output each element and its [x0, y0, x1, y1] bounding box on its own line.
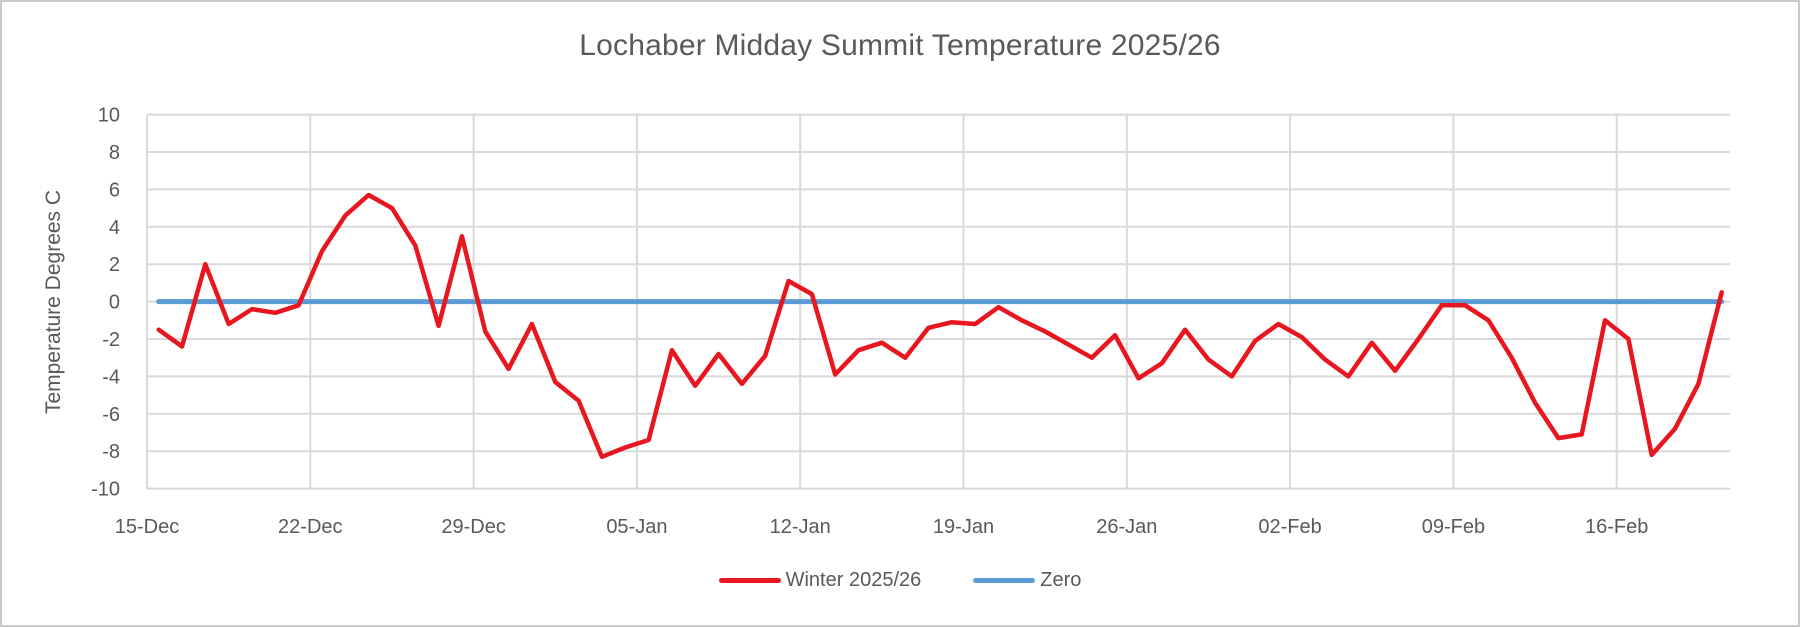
x-tick-label: 12-Jan: [770, 516, 831, 538]
y-tick-label: 0: [109, 292, 120, 314]
x-tick-label: 05-Jan: [606, 516, 667, 538]
y-tick-label: 8: [109, 142, 120, 164]
y-tick-label: -2: [102, 329, 120, 351]
x-tick-label: 26-Jan: [1096, 516, 1157, 538]
y-tick-label: 6: [109, 179, 120, 201]
legend-swatch-winter-line: [718, 578, 781, 583]
y-tick-label: -6: [102, 404, 120, 426]
x-tick-label: 29-Dec: [441, 516, 505, 538]
y-tick-label: 10: [98, 105, 120, 127]
y-tick-label: -8: [102, 441, 120, 463]
y-tick-label: -10: [91, 479, 120, 501]
x-tick-label: 02-Feb: [1258, 516, 1321, 538]
y-tick-label: 4: [109, 217, 120, 239]
legend-label-winter: Winter 2025/26: [785, 569, 922, 591]
chart-title: Lochaber Midday Summit Temperature 2025/…: [579, 29, 1221, 62]
tick-layer: 10 8 6 4 2 0 -2 -4 -6 -8 -10 15-Dec 22-Dec 29-Dec 05-J…: [91, 105, 1648, 538]
legend: Winter 2025/26 Zero: [2, 569, 1798, 592]
legend-label-zero: Zero: [1040, 569, 1082, 591]
series-layer: [156, 192, 1725, 460]
legend-swatch-zero-line: [973, 578, 1036, 583]
y-tick-label: 2: [109, 254, 120, 276]
y-axis-title: Temperature Degrees C: [42, 190, 65, 414]
grid-layer: [146, 113, 1730, 490]
legend-item-winter: Winter 2025/26: [718, 569, 922, 592]
temperature-line: [156, 192, 1724, 460]
x-tick-label: 09-Feb: [1422, 516, 1485, 538]
x-tick-label: 16-Feb: [1585, 516, 1648, 538]
legend-item-zero: Zero: [973, 569, 1081, 592]
x-tick-label: 22-Dec: [278, 516, 342, 538]
x-tick-label: 19-Jan: [933, 516, 994, 538]
x-tick-label: 15-Dec: [115, 516, 179, 538]
y-tick-label: -4: [102, 366, 120, 388]
